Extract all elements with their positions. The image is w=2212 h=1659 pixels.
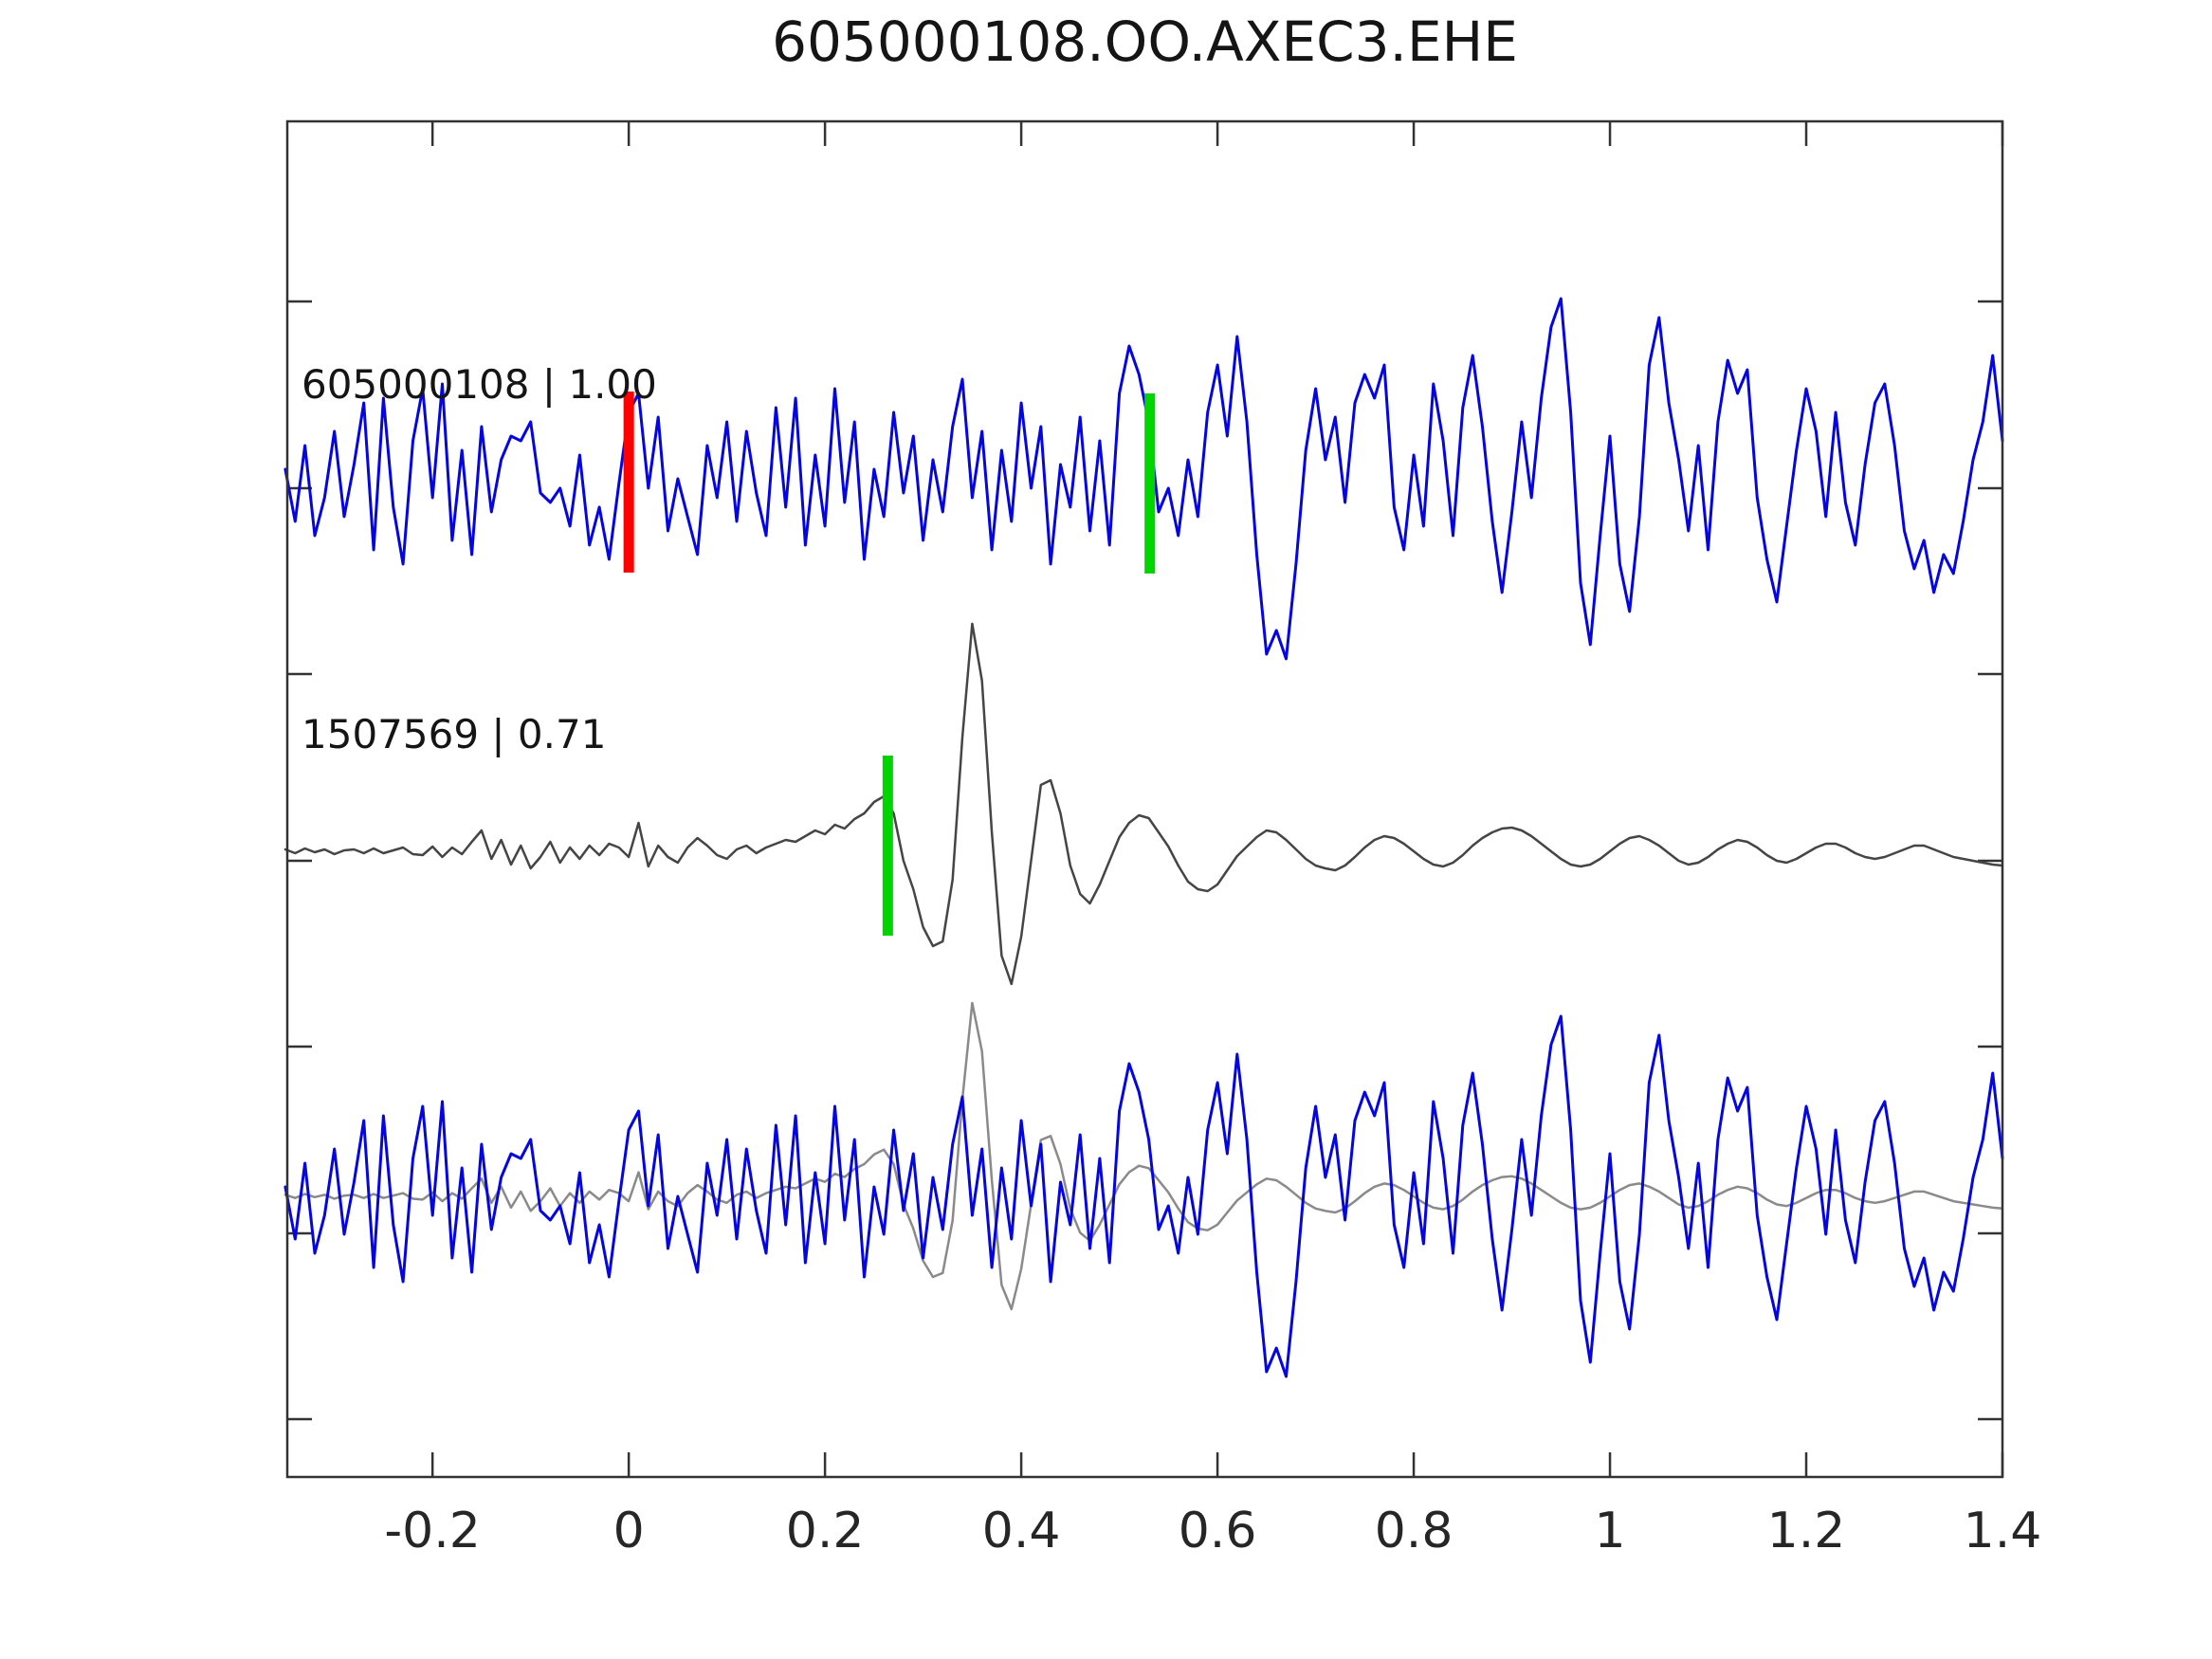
x-tick-label: 0.4 xyxy=(982,1503,1061,1559)
figure-title: 605000108.OO.AXEC3.EHE xyxy=(772,9,1518,74)
template-trace-label: 1507569 | 0.71 xyxy=(302,711,607,757)
detection-trace-top xyxy=(283,297,2004,661)
x-tick-label: 1 xyxy=(1594,1503,1625,1559)
x-tick-label: 1.2 xyxy=(1767,1503,1846,1559)
x-tick-label: 0.8 xyxy=(1375,1503,1453,1559)
detection-trace-label: 605000108 | 1.00 xyxy=(302,361,657,408)
template-trace-overlay xyxy=(283,1001,2004,1311)
x-tick-label: 0 xyxy=(613,1503,645,1559)
detection-trace-overlay xyxy=(283,1014,2004,1378)
axes-border xyxy=(285,119,2004,1479)
x-tick-label: 1.4 xyxy=(1964,1503,2042,1559)
x-tick-label: 0.6 xyxy=(1179,1503,1257,1559)
template-trace-middle xyxy=(283,622,2004,986)
x-tick-label: 0.2 xyxy=(786,1503,865,1559)
x-tick-label: -0.2 xyxy=(384,1503,480,1559)
